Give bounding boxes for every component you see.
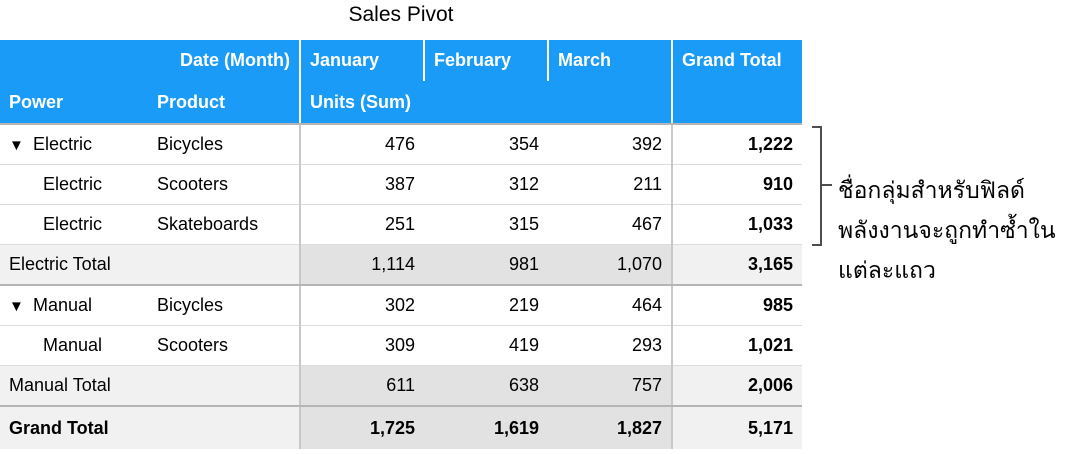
- column-field-label[interactable]: Date (Month): [148, 40, 300, 81]
- power-cell: Electric: [0, 164, 148, 205]
- value-cell: 211: [548, 164, 672, 205]
- value-cell: 392: [548, 124, 672, 165]
- group-header-electric[interactable]: ▼ Electric: [0, 124, 148, 165]
- subtotal-label: Manual Total: [0, 365, 148, 407]
- callout-leader-line: [822, 184, 832, 186]
- product-cell: Skateboards: [148, 204, 300, 245]
- row-total-cell: 910: [671, 164, 802, 205]
- row-field-header-row: Power Product Units (Sum): [0, 81, 802, 125]
- power-cell: Manual: [0, 325, 148, 366]
- value-cell: 464: [548, 285, 672, 326]
- row-total-cell: 1,033: [671, 204, 802, 245]
- product-cell: Scooters: [148, 164, 300, 205]
- value-cell: 309: [299, 325, 424, 366]
- value-cell: 354: [424, 124, 548, 165]
- grand-total-cell: 1,725: [299, 405, 424, 449]
- table-row[interactable]: Electric Scooters 387 312 211 910: [0, 164, 802, 205]
- subtotal-cell: 638: [424, 365, 548, 407]
- column-header-january[interactable]: January: [299, 40, 424, 81]
- value-cell: 302: [299, 285, 424, 326]
- row-total-cell: 1,021: [671, 325, 802, 366]
- grand-total-label: Grand Total: [0, 405, 148, 449]
- subtotal-label: Electric Total: [0, 244, 148, 286]
- disclosure-triangle-icon[interactable]: ▼: [9, 298, 24, 315]
- row-field-product[interactable]: Product: [148, 81, 300, 125]
- value-cell: 293: [548, 325, 672, 366]
- column-header-row: Date (Month) January February March Gran…: [0, 40, 802, 81]
- subtotal-cell: 611: [299, 365, 424, 407]
- header-corner: [0, 40, 148, 81]
- pivot-table: Date (Month) January February March Gran…: [0, 40, 802, 449]
- column-header-march[interactable]: March: [547, 40, 672, 81]
- subtotal-cell: 757: [548, 365, 672, 407]
- value-cell: 315: [424, 204, 548, 245]
- callout-text: ชื่อกลุ่มสำหรับฟิลด์พลังงานจะถูกทำซ้ำในแ…: [838, 177, 1056, 283]
- product-cell: Scooters: [148, 325, 300, 366]
- product-cell: Bicycles: [148, 285, 300, 326]
- table-row[interactable]: Manual Scooters 309 419 293 1,021: [0, 325, 802, 366]
- pivot-title: Sales Pivot: [348, 3, 454, 26]
- subtotal-cell: 1,070: [548, 244, 672, 286]
- table-row[interactable]: ▼ Manual Bicycles 302 219 464 985: [0, 285, 802, 326]
- column-header-february[interactable]: February: [423, 40, 548, 81]
- subtotal-cell: 1,114: [299, 244, 424, 286]
- grand-total-total-cell: 5,171: [671, 405, 802, 449]
- power-cell: Electric: [0, 204, 148, 245]
- value-cell: 312: [424, 164, 548, 205]
- table-row[interactable]: ▼ Electric Bicycles 476 354 392 1,222: [0, 124, 802, 165]
- row-total-cell: 1,222: [671, 124, 802, 165]
- value-cell: 467: [548, 204, 672, 245]
- grand-total-cell: 1,827: [548, 405, 672, 449]
- subtotal-total-cell: 2,006: [671, 365, 802, 407]
- group-header-manual[interactable]: ▼ Manual: [0, 285, 148, 326]
- row-field-power[interactable]: Power: [0, 81, 148, 125]
- product-cell: Bicycles: [148, 124, 300, 165]
- value-cell: 476: [299, 124, 424, 165]
- disclosure-triangle-icon[interactable]: ▼: [9, 137, 24, 154]
- table-row[interactable]: Electric Skateboards 251 315 467 1,033: [0, 204, 802, 245]
- value-cell: 251: [299, 204, 424, 245]
- value-cell: 419: [424, 325, 548, 366]
- subtotal-cell: 981: [424, 244, 548, 286]
- value-field-label[interactable]: Units (Sum): [299, 81, 424, 125]
- subtotal-row-manual[interactable]: Manual Total 611 638 757 2,006: [0, 365, 802, 407]
- row-total-cell: 985: [671, 285, 802, 326]
- value-cell: 219: [424, 285, 548, 326]
- subtotal-total-cell: 3,165: [671, 244, 802, 286]
- value-cell: 387: [299, 164, 424, 205]
- callout-bracket: [812, 126, 822, 246]
- column-header-grand-total[interactable]: Grand Total: [671, 40, 802, 81]
- grand-total-cell: 1,619: [424, 405, 548, 449]
- subtotal-row-electric[interactable]: Electric Total 1,114 981 1,070 3,165: [0, 244, 802, 286]
- grand-total-row[interactable]: Grand Total 1,725 1,619 1,827 5,171: [0, 405, 802, 449]
